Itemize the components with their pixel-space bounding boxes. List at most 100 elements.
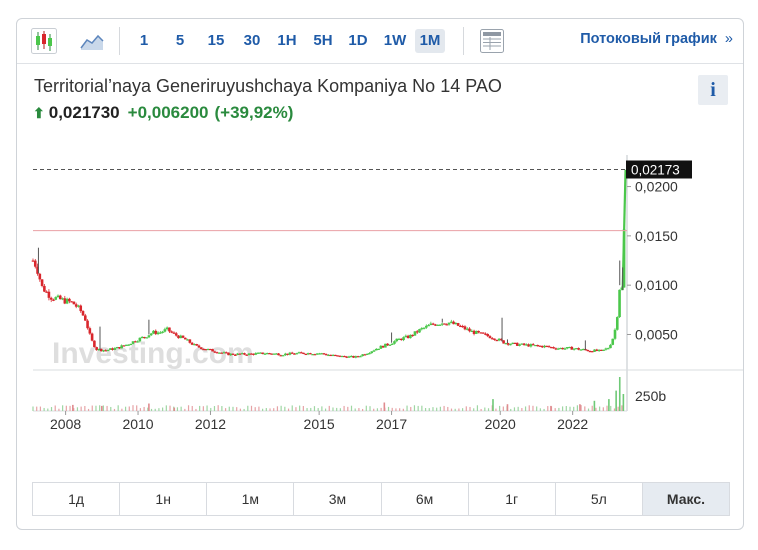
price-chart[interactable]: Investing.com 0,0050 0,0100 0,0150 0,0200 25…: [17, 149, 743, 469]
interval-1d[interactable]: 1D: [348, 32, 368, 49]
volume-bar: [165, 405, 167, 411]
candle-body: [361, 354, 364, 357]
candle-body: [140, 336, 144, 339]
volume-bar: [128, 406, 130, 411]
interval-1m[interactable]: 1M: [415, 29, 445, 53]
investing-watermark: Investing.com: [52, 337, 254, 370]
volume-bar: [69, 405, 71, 411]
candle-body: [511, 342, 515, 345]
candle-body: [224, 352, 228, 354]
volume-bar: [380, 407, 382, 411]
range-1w[interactable]: 1н: [120, 483, 208, 515]
candle-body: [149, 333, 153, 336]
volume-bar: [73, 408, 75, 411]
candle-body: [372, 350, 376, 352]
volume-bar: [458, 408, 460, 411]
volume-bar: [224, 408, 227, 411]
volume-bar: [621, 405, 623, 411]
volume-bar: [580, 405, 582, 411]
candle-body: [609, 344, 612, 349]
candle-body: [236, 353, 239, 356]
candle-body: [95, 347, 98, 351]
candle-body: [600, 349, 603, 351]
candle-body: [99, 348, 103, 352]
candle-body: [525, 344, 528, 346]
volume-bar: [487, 408, 490, 411]
x-tick-label: 2020: [485, 416, 516, 432]
range-max[interactable]: Макс.: [642, 483, 729, 515]
volume-bar: [191, 405, 193, 411]
volume-bar: [280, 405, 282, 411]
info-button[interactable]: i: [698, 75, 728, 105]
area-chart-icon[interactable]: [79, 28, 105, 54]
volume-bar: [587, 408, 590, 411]
range-1d[interactable]: 1д: [33, 483, 121, 515]
candle-body: [240, 353, 244, 355]
volume-bar: [354, 408, 356, 411]
candle-body: [270, 353, 274, 355]
candle-body: [352, 355, 355, 358]
candle-body: [363, 354, 367, 356]
candle-body: [481, 332, 485, 334]
candle-body: [134, 341, 137, 343]
arrow-up-icon: ⬆: [33, 105, 45, 121]
candle-body: [152, 330, 155, 334]
candle-body: [72, 301, 76, 305]
table-view-icon[interactable]: [479, 28, 505, 54]
candle-body: [220, 352, 223, 354]
candle-body: [518, 344, 521, 346]
interval-30[interactable]: 30: [243, 32, 261, 49]
candle-body: [395, 338, 399, 342]
range-1y[interactable]: 1г: [469, 483, 556, 515]
candle-body: [90, 333, 94, 341]
range-5y[interactable]: 5л: [556, 483, 643, 515]
range-6m[interactable]: 6м: [382, 483, 469, 515]
volume-bar: [65, 405, 67, 411]
candle-body: [197, 345, 201, 348]
streaming-chart-link[interactable]: Потоковый график »: [580, 31, 733, 47]
interval-1w[interactable]: 1W: [383, 32, 407, 49]
volume-bar: [517, 406, 519, 411]
candle-body: [606, 348, 610, 350]
volume-bar: [476, 405, 479, 411]
candle-body: [209, 348, 212, 351]
candle-body: [79, 305, 83, 312]
candle-body: [561, 347, 565, 350]
candle-body: [559, 347, 562, 350]
range-1m[interactable]: 1м: [207, 483, 295, 515]
candle-body: [515, 342, 519, 346]
candle-body: [161, 331, 164, 333]
volume-bar: [436, 407, 438, 411]
candle-body: [124, 344, 128, 346]
candle-body: [147, 335, 151, 338]
range-3m[interactable]: 3м: [294, 483, 382, 515]
candle-body: [349, 355, 353, 358]
interval-15[interactable]: 15: [207, 32, 225, 49]
interval-5h[interactable]: 5H: [313, 32, 333, 49]
candle-body: [93, 340, 96, 348]
candle-body: [297, 352, 301, 354]
volume-bar: [202, 406, 204, 411]
candle-body: [33, 260, 37, 267]
candle-body: [386, 343, 389, 346]
candle-body: [388, 344, 392, 346]
candle-body: [343, 355, 346, 358]
volume-bar: [617, 406, 619, 411]
candle-body: [381, 345, 385, 348]
candle-body: [331, 354, 335, 357]
candlestick-chart-icon[interactable]: [31, 28, 57, 54]
candle-body: [222, 352, 226, 354]
candle-body: [218, 352, 221, 354]
interval-1h[interactable]: 1H: [277, 32, 297, 49]
interval-5[interactable]: 5: [175, 32, 185, 49]
candle-body: [438, 324, 442, 326]
interval-1[interactable]: 1: [139, 32, 149, 49]
candle-body: [502, 340, 505, 344]
candle-body: [238, 353, 242, 355]
volume-bar: [173, 407, 176, 411]
candle-body: [475, 330, 478, 334]
candle-body: [268, 353, 271, 355]
volume-bar: [373, 408, 375, 411]
volume-bar: [524, 406, 527, 411]
volume-bar: [615, 390, 617, 411]
